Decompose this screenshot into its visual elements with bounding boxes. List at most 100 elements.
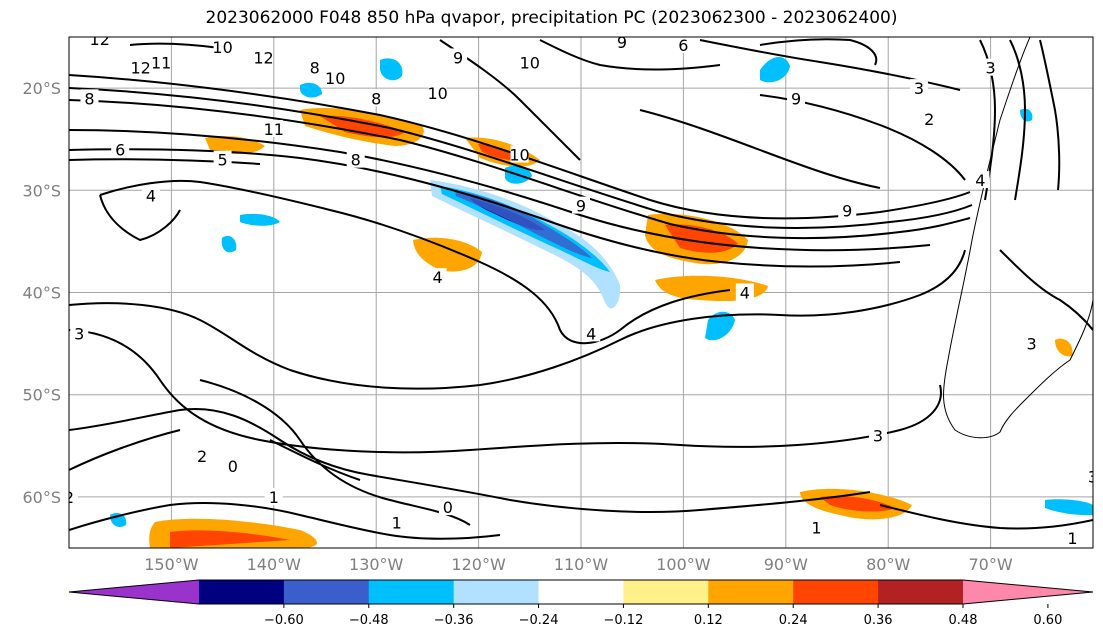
contour-label-bg — [582, 324, 601, 342]
colorbar-swatch — [793, 580, 879, 604]
contour-label: 9 — [842, 202, 852, 221]
precip-negative-patch — [300, 82, 322, 98]
precip-negative-patch — [760, 56, 790, 83]
contour-label: 3 — [1088, 467, 1098, 486]
contour-label-bg — [223, 457, 242, 475]
contour-label: 3 — [1026, 335, 1036, 354]
contour-label: 8 — [371, 89, 381, 108]
colorbar-extend-max — [963, 580, 1093, 604]
contour-label: 6 — [115, 140, 125, 159]
contour-label: 4 — [975, 171, 985, 190]
contour-line — [759, 38, 878, 66]
contour-label-bg — [264, 487, 283, 505]
colorbar-tick-label: −0.60 — [264, 613, 304, 628]
contour-label-bg — [305, 58, 324, 76]
contour-line — [69, 329, 942, 454]
precip-positive-patch — [820, 496, 895, 512]
longitude-labels: 150°W 140°W 130°W 120°W 110°W 100°W 90°W 80°W 70… — [144, 555, 1013, 574]
precip-positive-patch — [1055, 338, 1073, 357]
contour-line — [69, 129, 931, 252]
contour-line — [199, 379, 471, 526]
contour-line — [69, 408, 871, 513]
contour-label-bg — [520, 53, 539, 71]
contour-line — [69, 87, 973, 229]
contour-line — [269, 439, 361, 481]
contour-label-bg — [80, 89, 99, 107]
contour-label-bg — [971, 171, 990, 189]
contour-label-bg — [70, 324, 89, 342]
latitude-labels: 20°S 30°S 40°S 50°S 60°S — [22, 79, 61, 507]
contour-label-bg — [141, 186, 160, 204]
colorbar-swatch — [368, 580, 455, 604]
contour-label-bg — [838, 201, 857, 219]
precipitation-shading — [110, 56, 1093, 548]
colorbar-swatch — [623, 580, 709, 604]
contour-label-bg — [111, 140, 130, 158]
contour-label-bg — [1063, 528, 1082, 546]
precip-positive-patch — [320, 115, 405, 138]
contour-label-bg — [213, 38, 232, 56]
contour-label: 6 — [678, 36, 688, 55]
contour-label: 2 — [197, 447, 207, 466]
longitude-tick-label: 110°W — [554, 555, 609, 574]
precip-negative-patch — [380, 58, 403, 81]
contour-line — [879, 504, 1093, 530]
contour-label-bg — [346, 150, 365, 168]
colorbar-labels: −0.60 −0.48 −0.36 −0.24 −0.12 0.12 0.24 0.36 0.4… — [264, 604, 1062, 628]
contour-label: 10 — [427, 84, 447, 103]
contour-label-bg — [326, 68, 345, 86]
precip-negative-band — [430, 180, 621, 309]
contour-label-bg — [428, 268, 447, 286]
colorbar-swatch — [283, 580, 370, 604]
colorbar-swatch — [538, 580, 624, 604]
contour-label-bg — [572, 196, 590, 214]
contour-label: 8 — [84, 89, 94, 108]
contour-label-bg — [981, 58, 1000, 76]
contour-label: 1 — [811, 519, 821, 538]
contour-label: 11 — [151, 54, 171, 73]
colorbar-swatch — [708, 580, 794, 604]
longitude-tick-label: 90°W — [764, 555, 808, 574]
contour-label-bg — [213, 150, 232, 168]
contour-label-bg — [1022, 334, 1041, 352]
contour-label-bg — [449, 48, 468, 66]
contour-label: 4 — [433, 268, 443, 287]
contour-label-bg — [735, 283, 754, 301]
contour-label: 12 — [90, 30, 110, 49]
colorbar-outline — [68, 579, 1094, 605]
colorbar-tick-label: −0.12 — [604, 613, 644, 628]
colorbar-tick-label: 0.36 — [864, 613, 893, 628]
contour-label-bg — [807, 518, 826, 536]
contour-label-bg — [90, 37, 109, 48]
contour-label-bg — [367, 89, 386, 107]
contour-label: 12 — [131, 59, 151, 78]
graticule — [69, 37, 1093, 548]
contour-label: 12 — [253, 48, 273, 67]
contour-label: 3 — [986, 59, 996, 78]
contour-line — [69, 249, 966, 390]
contour-label-bg — [868, 426, 887, 444]
contour-label: 1 — [392, 513, 402, 532]
latitude-tick-label: 60°S — [22, 488, 61, 507]
contour-label-bg — [510, 145, 529, 163]
contour-line — [69, 158, 261, 165]
contour-label: 1 — [269, 488, 279, 507]
precip-negative-high — [455, 190, 592, 258]
contour-label: 4 — [146, 186, 156, 205]
contour-label: 3 — [74, 324, 84, 343]
latitude-tick-label: 50°S — [22, 386, 61, 405]
precip-negative-patch — [221, 235, 237, 253]
longitude-tick-label: 140°W — [247, 555, 302, 574]
colorbar-tick-label: −0.24 — [519, 613, 559, 628]
contour-label: 10 — [212, 38, 232, 57]
coastline-south-america — [943, 37, 1093, 439]
colorbar-extend-min — [69, 580, 199, 604]
colorbar-tick-label: 0.24 — [779, 613, 808, 628]
contour-line — [999, 249, 1093, 331]
colorbar-swatch — [453, 580, 540, 604]
contour-label: 4 — [586, 324, 596, 343]
contour-line — [1009, 39, 1027, 201]
contour-line — [99, 194, 181, 242]
